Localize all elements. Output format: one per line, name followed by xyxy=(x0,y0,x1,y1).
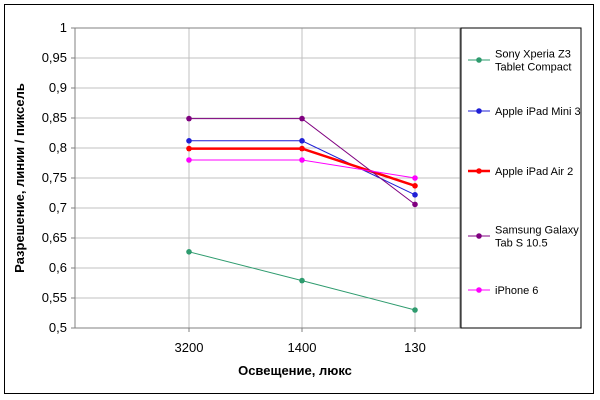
series-1 xyxy=(186,249,418,313)
legend-label: Tablet Compact xyxy=(495,62,571,74)
x-axis-ticks: 3200 1400 130 xyxy=(175,328,426,355)
series-3 xyxy=(186,145,418,189)
data-point xyxy=(186,157,192,163)
y-axis-title: Разрешение, линии / пиксель xyxy=(12,83,27,273)
data-point xyxy=(186,249,192,255)
data-point xyxy=(412,175,418,181)
legend-label: Apple iPad Air 2 xyxy=(495,166,573,178)
data-point xyxy=(299,145,305,152)
legend-swatch-marker xyxy=(476,168,482,174)
legend-label: Sony Xperia Z3 xyxy=(495,49,571,61)
data-point xyxy=(299,138,305,144)
legend-label: Samsung Galaxy xyxy=(495,225,579,237)
data-point xyxy=(412,183,418,189)
legend-item: iPhone 6 xyxy=(468,285,538,297)
series-5 xyxy=(186,157,418,181)
x-tick-label: 1400 xyxy=(288,340,317,355)
data-point xyxy=(186,115,192,122)
legend-item: Apple iPad Mini 3 xyxy=(468,106,581,118)
y-tick-label: 0,85 xyxy=(42,110,67,125)
y-tick-label: 0,75 xyxy=(42,170,67,185)
legend-box xyxy=(460,27,582,329)
series-2 xyxy=(186,138,418,198)
y-tick-label: 0,95 xyxy=(42,50,67,65)
data-point xyxy=(412,201,418,208)
y-tick-label: 0,6 xyxy=(49,260,67,275)
plot-border xyxy=(74,27,461,329)
x-axis-title: Освещение, люкс xyxy=(238,363,352,378)
data-point xyxy=(299,115,305,122)
data-point xyxy=(186,145,192,152)
y-axis-ticks: 0,5 0,55 0,6 0,65 0,7 0,75 0,8 0,85 0,9 0,95 1 xyxy=(42,20,75,335)
series-4 xyxy=(186,115,418,208)
y-tick-label: 0,5 xyxy=(49,320,67,335)
legend-label: iPhone 6 xyxy=(495,285,538,297)
legend-swatch-marker xyxy=(476,108,482,114)
data-point xyxy=(299,157,305,163)
legend-swatch-marker xyxy=(476,57,482,63)
y-tick-label: 0,55 xyxy=(42,290,67,305)
data-point xyxy=(299,277,305,284)
y-tick-label: 1 xyxy=(60,20,67,35)
data-point xyxy=(186,138,192,144)
y-tick-label: 0,9 xyxy=(49,80,67,95)
series-group xyxy=(186,115,418,313)
data-point xyxy=(412,307,418,313)
data-point xyxy=(412,192,418,198)
legend-item: Apple iPad Air 2 xyxy=(468,166,573,178)
legend-swatch-marker xyxy=(476,233,482,239)
legend-label: Apple iPad Mini 3 xyxy=(495,106,581,118)
legend-label: Tab S 10.5 xyxy=(495,238,548,250)
x-tick-label: 130 xyxy=(404,340,426,355)
y-tick-label: 0,65 xyxy=(42,230,67,245)
x-tick-label: 3200 xyxy=(175,340,204,355)
y-tick-label: 0,7 xyxy=(49,200,67,215)
y-tick-label: 0,8 xyxy=(49,140,67,155)
legend-swatch-marker xyxy=(476,287,482,293)
